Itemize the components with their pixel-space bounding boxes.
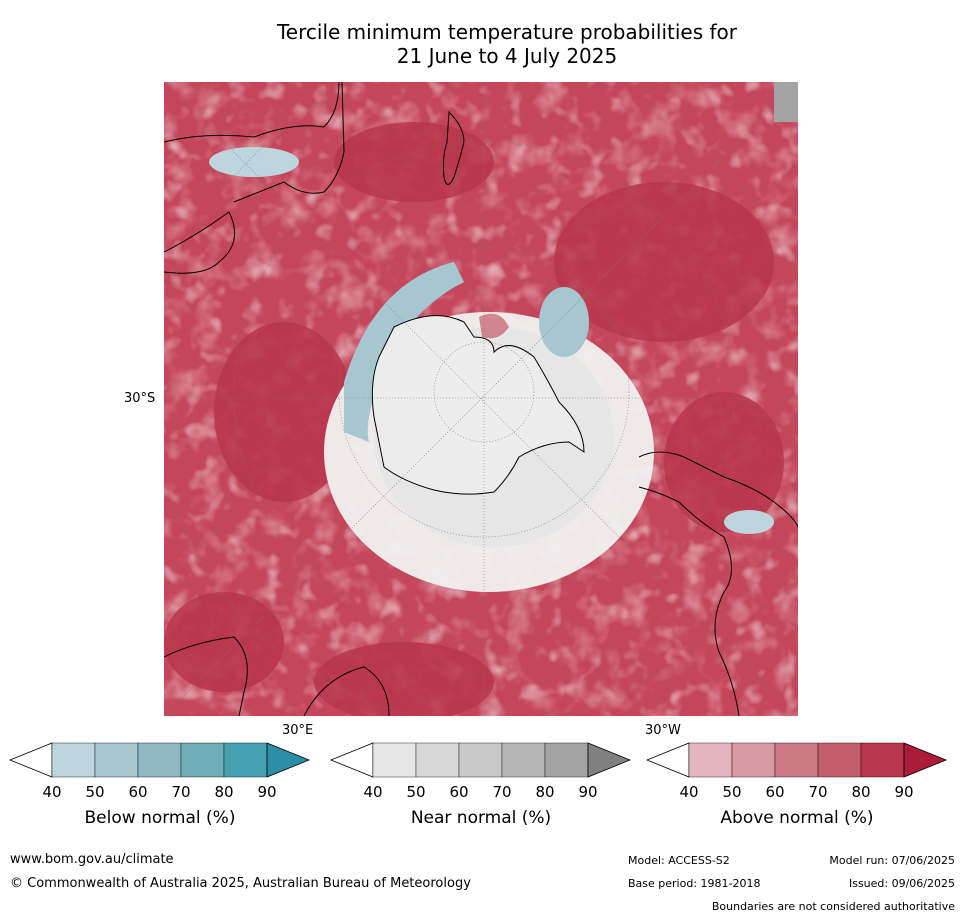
colorbar-extend-low [329,742,374,778]
colorbar-tick-label: 90 [257,783,277,801]
colorbar-tick-label: 40 [679,783,699,801]
colorbar-tick-label: 80 [535,783,555,801]
colorbar-segment [94,742,139,778]
colorbar-tick-label: 90 [894,783,914,801]
colorbar-segment [223,742,268,778]
lat-label-30s: 30°S [124,391,156,406]
colorbar-tick-label: 90 [578,783,598,801]
colorbar-tick-label: 50 [85,783,105,801]
colorbar-tick-label: 80 [214,783,234,801]
colorbar-segment [372,742,417,778]
colorbar-segment [180,742,225,778]
colorbar-tick-label: 60 [765,783,785,801]
base-period-text: Base period: 1981-2018 [628,877,761,890]
title-line-2: 21 June to 4 July 2025 [396,44,618,68]
colorbar-segment [415,742,460,778]
below-normal-label: Below normal (%) [84,808,236,828]
probability-map[interactable] [164,82,798,716]
lon-label-30w: 30°W [645,723,681,738]
coastlines [164,82,798,716]
colorbar-tick-label: 40 [42,783,62,801]
copyright-text: © Commonwealth of Australia 2025, Austra… [10,876,471,891]
colorbar-tick-label: 50 [722,783,742,801]
above-normal-colorbar [645,742,948,779]
colorbar-tick-label: 60 [128,783,148,801]
disclaimer-text: Boundaries are not considered authoritat… [711,900,955,913]
lon-label-30e: 30°E [282,723,314,738]
colorbar-extend-high [266,742,311,778]
colorbar-extend-high [587,742,632,778]
colorbar-tick-label: 50 [406,783,426,801]
below-normal-colorbar [8,742,311,779]
colorbar-segment [51,742,96,778]
map-canvas [164,82,798,716]
above-normal-label: Above normal (%) [720,808,874,828]
below-normal-patches [209,147,774,534]
colorbar-segment [458,742,503,778]
colorbar-tick-label: 80 [851,783,871,801]
graticule [164,82,798,716]
colorbar-tick-label: 70 [808,783,828,801]
issued-text: Issued: 09/06/2025 [848,877,955,890]
colorbar-extend-high [903,742,948,778]
colorbar-segment [731,742,776,778]
map-title: Tercile minimum temperature probabilitie… [160,20,854,68]
colorbar-segment [817,742,862,778]
colorbar-tick-label: 70 [171,783,191,801]
colorbar-segment [860,742,905,778]
colorbar-segment [688,742,733,778]
colorbar-extend-low [645,742,690,778]
colorbar-tick-label: 60 [449,783,469,801]
near-normal-colorbar [329,742,632,779]
colorbar-segment [501,742,546,778]
colorbar-segment [774,742,819,778]
colorbar-segment [544,742,589,778]
colorbar-tick-label: 40 [363,783,383,801]
colorbar-tick-label: 70 [492,783,512,801]
model-run-text: Model run: 07/06/2025 [829,854,955,867]
website-link[interactable]: www.bom.gov.au/climate [10,852,174,867]
model-text: Model: ACCESS-S2 [628,854,730,867]
colorbar-extend-low [8,742,53,778]
colorbar-segment [137,742,182,778]
near-normal-label: Near normal (%) [410,808,552,828]
title-line-1: Tercile minimum temperature probabilitie… [276,20,738,44]
high-probability-patches [164,122,784,716]
